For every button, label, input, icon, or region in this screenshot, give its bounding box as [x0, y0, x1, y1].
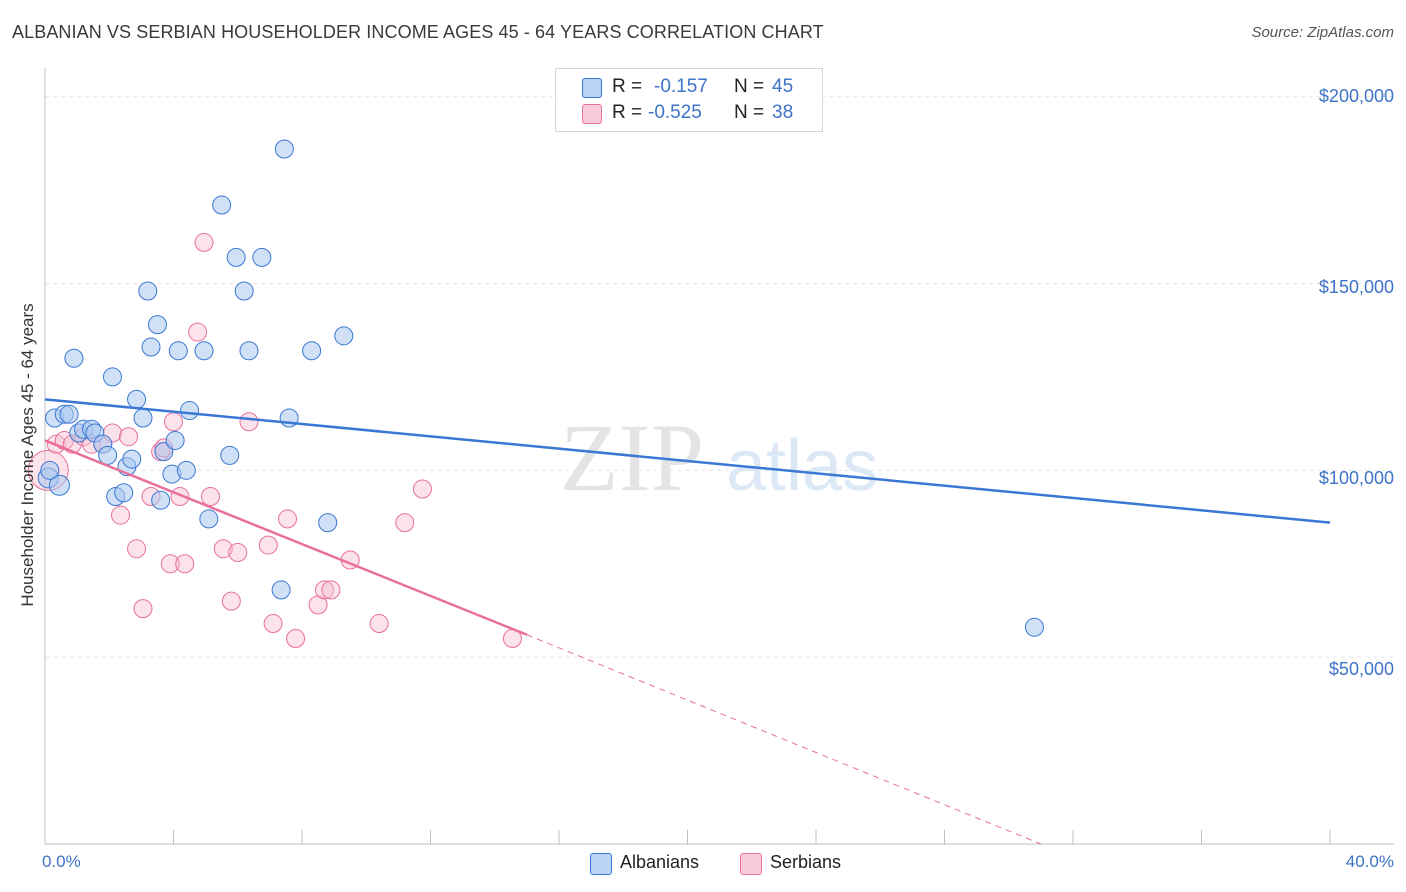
albanian-point — [48, 474, 70, 496]
albanian-point — [234, 281, 254, 301]
serbian-point — [110, 505, 130, 525]
serbian-point — [395, 513, 415, 533]
albanian-point — [59, 404, 79, 424]
serbians-legend-swatch — [740, 853, 762, 875]
serbian-point — [412, 479, 432, 499]
albanian-point — [318, 513, 338, 533]
axes — [44, 68, 1394, 845]
albanian-point — [127, 389, 147, 409]
serbian-point — [200, 486, 220, 506]
x-tick-min: 0.0% — [42, 852, 81, 871]
chart-title: ALBANIAN VS SERBIAN HOUSEHOLDER INCOME A… — [12, 22, 824, 42]
albanian-point — [138, 281, 158, 301]
serbian-point — [188, 322, 208, 342]
serbians-swatch — [582, 104, 602, 124]
albanian-point — [165, 430, 185, 450]
albanian-point — [212, 195, 232, 215]
albanian-point — [239, 341, 259, 361]
albanians-legend-swatch — [590, 853, 612, 875]
serbian-point — [263, 614, 283, 634]
albanian-point — [133, 408, 153, 428]
trend-lines — [44, 398, 1331, 845]
albanian-point — [199, 509, 219, 529]
serbian-point — [286, 628, 306, 648]
serbian-point — [221, 591, 241, 611]
serbians-trend-line — [44, 439, 528, 636]
albanian-point — [271, 580, 291, 600]
albanians-trend-line — [44, 398, 1331, 524]
albanian-point — [334, 326, 354, 346]
albanian-point — [147, 315, 167, 335]
legend-n-value: 45 — [772, 76, 794, 97]
y-tick-200000: $200,000 — [1318, 86, 1394, 106]
albanian-point — [180, 401, 200, 421]
albanians-legend-label: Albanians — [620, 852, 700, 872]
legend-n-label: N = — [734, 76, 765, 97]
serbian-point — [175, 554, 195, 574]
serbian-point — [314, 580, 334, 600]
albanians-swatch — [582, 78, 602, 98]
serbian-point — [228, 543, 248, 563]
serbians-legend-label: Serbians — [770, 852, 842, 872]
y-tick-100000: $100,000 — [1318, 468, 1394, 488]
serbian-point — [160, 554, 180, 574]
albanian-point — [40, 460, 60, 480]
serbian-point — [119, 427, 139, 447]
serbian-point — [127, 539, 147, 559]
legend-n-value: 38 — [772, 102, 794, 123]
albanian-point — [114, 483, 134, 503]
legend-r-label: R = — [612, 102, 643, 123]
serbian-point — [164, 412, 183, 432]
correlation-legend: R = -0.157 N = 45 R = -0.525 N = 38 — [555, 68, 823, 132]
albanian-point — [98, 445, 118, 465]
serbian-point — [194, 232, 214, 252]
legend-r-value: -0.525 — [648, 102, 702, 123]
albanian-point — [302, 341, 322, 361]
albanian-point — [1024, 617, 1044, 637]
albanian-point — [252, 247, 272, 267]
y-tick-50000: $50,000 — [1328, 659, 1394, 679]
albanian-point — [220, 445, 240, 465]
legend-r-label: R = — [612, 76, 643, 97]
albanian-point — [102, 367, 122, 387]
serbian-point — [369, 614, 389, 634]
albanian-point — [64, 348, 84, 368]
albanian-point — [151, 490, 171, 510]
serbian-point — [258, 535, 278, 555]
albanian-point — [194, 341, 214, 361]
legend-r-value: -0.157 — [654, 76, 708, 97]
albanian-point — [122, 449, 142, 469]
albanian-point — [168, 341, 188, 361]
y-axis-label: Householder Income Ages 45 - 64 years — [18, 303, 37, 607]
serbian-point — [278, 509, 298, 529]
gridlines — [45, 96, 1394, 658]
albanian-point — [226, 247, 246, 267]
albanian-point — [176, 460, 196, 480]
serbian-point — [321, 580, 341, 600]
watermark-zip: ZIP — [560, 404, 704, 511]
serbian-point — [213, 539, 233, 559]
serbians-trend-extension — [526, 634, 1042, 845]
source-credit: Source: ZipAtlas.com — [1251, 24, 1394, 41]
serbian-point — [239, 412, 259, 432]
albanian-point — [154, 442, 174, 462]
y-tick-150000: $150,000 — [1318, 277, 1394, 297]
serbian-point — [133, 599, 153, 619]
albanian-point — [141, 337, 161, 357]
albanian-point — [274, 139, 294, 159]
legend-n-label: N = — [734, 102, 765, 123]
albanians-points — [37, 139, 1044, 637]
x-tick-max: 40.0% — [1345, 852, 1394, 871]
